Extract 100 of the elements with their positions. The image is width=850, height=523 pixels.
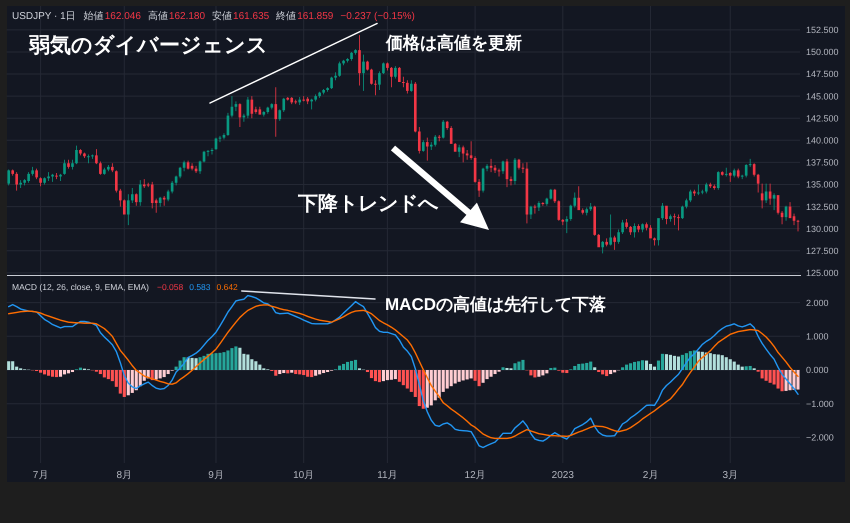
bar bbox=[238, 348, 242, 370]
candlestick bbox=[198, 160, 202, 174]
bar bbox=[636, 361, 640, 370]
bar bbox=[664, 354, 668, 370]
candlestick bbox=[354, 49, 357, 55]
bar bbox=[716, 354, 720, 370]
bar bbox=[764, 370, 768, 381]
bar bbox=[458, 370, 461, 382]
bar bbox=[454, 370, 457, 384]
candlestick bbox=[502, 160, 504, 174]
bar bbox=[640, 360, 644, 370]
y-tick-label: 142.500 bbox=[806, 113, 839, 124]
candlestick bbox=[362, 54, 365, 91]
bar bbox=[676, 356, 680, 370]
bar bbox=[776, 370, 780, 389]
bar bbox=[732, 362, 736, 370]
y-tick-label: 150.000 bbox=[806, 47, 839, 58]
candlestick bbox=[506, 158, 508, 188]
bar bbox=[573, 366, 576, 370]
candlestick bbox=[613, 236, 616, 250]
bar bbox=[254, 361, 258, 370]
candlestick bbox=[669, 214, 672, 222]
bar bbox=[402, 370, 405, 386]
y-tick-label: 152.500 bbox=[806, 25, 839, 36]
y-tick-label: 127.500 bbox=[806, 246, 839, 256]
bar bbox=[648, 364, 652, 370]
bar bbox=[294, 370, 298, 374]
bar bbox=[234, 346, 238, 370]
candlestick bbox=[486, 164, 488, 172]
bar bbox=[668, 354, 672, 370]
y-tick-label: 147.500 bbox=[806, 69, 839, 80]
bar bbox=[382, 370, 385, 382]
annotation: 161.635 bbox=[233, 11, 270, 22]
bar bbox=[712, 354, 716, 370]
y-tick-label: 2.000 bbox=[806, 298, 829, 308]
candlestick bbox=[760, 184, 764, 208]
bar bbox=[446, 370, 449, 389]
bar bbox=[58, 370, 62, 377]
bar bbox=[470, 370, 473, 378]
bar bbox=[374, 370, 377, 382]
y-tick-label: −1.000 bbox=[806, 398, 834, 409]
candlestick bbox=[645, 222, 648, 230]
text: MACD (12, 26, close, 9, EMA, EMA) bbox=[12, 282, 150, 292]
bar bbox=[768, 370, 772, 383]
bar bbox=[222, 352, 226, 370]
bar bbox=[438, 370, 441, 398]
bar bbox=[246, 354, 250, 370]
candlestick bbox=[780, 210, 784, 224]
bar bbox=[505, 368, 509, 370]
candlestick bbox=[346, 58, 349, 63]
candlestick bbox=[661, 203, 664, 220]
bar bbox=[162, 370, 166, 378]
bar bbox=[601, 370, 604, 374]
candlestick bbox=[370, 68, 373, 85]
bar bbox=[350, 360, 354, 370]
bar bbox=[54, 370, 58, 378]
candlestick bbox=[665, 206, 668, 224]
bar bbox=[521, 360, 524, 370]
bar bbox=[482, 370, 485, 383]
annotation: 始値 bbox=[84, 10, 104, 22]
bar bbox=[230, 348, 234, 370]
bar bbox=[258, 364, 262, 370]
bar bbox=[450, 370, 453, 386]
bar bbox=[290, 370, 294, 373]
bar bbox=[314, 370, 318, 376]
bar bbox=[430, 370, 433, 406]
bar bbox=[342, 364, 346, 370]
bar bbox=[633, 362, 636, 370]
bar bbox=[158, 370, 162, 378]
y-tick-label: 140.000 bbox=[806, 136, 839, 146]
text: USDJPY · 1日 bbox=[12, 11, 76, 22]
candlestick bbox=[784, 206, 788, 221]
bar bbox=[78, 368, 82, 370]
bar bbox=[118, 370, 122, 394]
bar bbox=[466, 370, 469, 380]
bar bbox=[130, 370, 134, 393]
candlestick bbox=[518, 158, 520, 170]
x-tick-label: 2月 bbox=[642, 470, 658, 481]
bar bbox=[106, 370, 110, 380]
bar bbox=[760, 370, 764, 378]
bar bbox=[7, 361, 10, 370]
y-tick-label: 125.000 bbox=[806, 268, 839, 278]
candlestick bbox=[514, 158, 516, 184]
bar bbox=[370, 370, 374, 378]
candlestick bbox=[206, 150, 210, 156]
bar bbox=[708, 353, 712, 370]
annotation: 0.642 bbox=[216, 282, 238, 292]
bar bbox=[226, 350, 230, 370]
candlestick bbox=[222, 133, 226, 140]
bar bbox=[605, 370, 608, 376]
y-tick-label: 135.000 bbox=[806, 180, 839, 190]
candlestick bbox=[63, 160, 66, 175]
annotation: 終値 bbox=[275, 10, 296, 22]
candlestick bbox=[637, 224, 640, 232]
bar bbox=[62, 370, 66, 374]
bar bbox=[537, 370, 540, 377]
bar bbox=[126, 370, 130, 396]
y-tick-label: 145.000 bbox=[806, 91, 839, 102]
bar bbox=[98, 370, 102, 374]
annotation: 高値 bbox=[148, 10, 168, 22]
